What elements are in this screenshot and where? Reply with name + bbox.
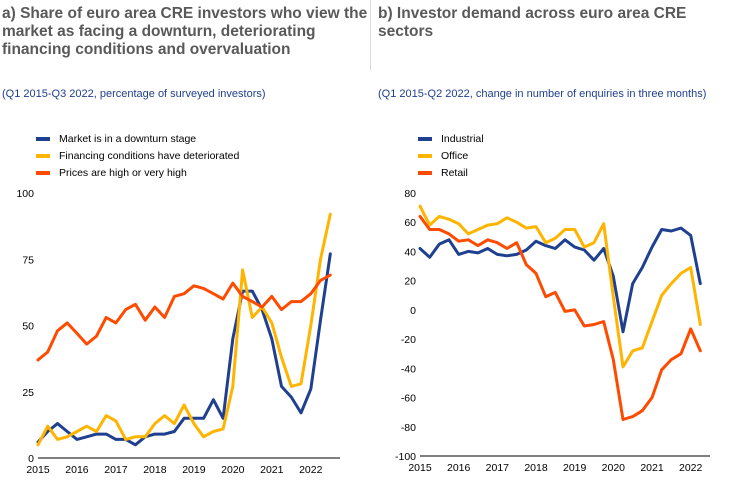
x-tick-label: 2022 [679, 462, 703, 474]
x-tick-label: 2020 [221, 464, 245, 476]
y-tick-label: 60 [404, 217, 416, 229]
legend-item: Prices are high or very high [36, 164, 239, 181]
legend-swatch [418, 136, 432, 141]
series-line [418, 214, 702, 421]
chart-title: a) Share of euro area CRE investors who … [2, 5, 368, 58]
x-tick-label: 2017 [104, 464, 128, 476]
legend-label: Financing conditions have deteriorated [59, 149, 240, 162]
x-tick-label: 2015 [26, 464, 50, 476]
legend-label: Retail [441, 166, 468, 179]
x-tick-label: 2015 [408, 462, 432, 474]
series-line [36, 273, 332, 362]
y-tick-label: 50 [22, 321, 34, 333]
x-tick-label: 2016 [447, 462, 471, 474]
x-tick-label: 2022 [299, 464, 323, 476]
y-tick-label: 20 [404, 276, 416, 288]
series-line [36, 252, 332, 447]
x-tick-label: 2018 [143, 464, 167, 476]
legend-swatch [36, 170, 50, 175]
legend-item: Industrial [418, 130, 484, 147]
y-tick-label: -20 [401, 334, 416, 346]
y-tick-label: 80 [404, 188, 416, 200]
y-tick-label: -40 [401, 363, 416, 375]
legend-item: Retail [418, 164, 484, 181]
chart-subtitle: (Q1 2015-Q3 2022, percentage of surveyed… [2, 88, 266, 100]
legend-label: Office [441, 149, 469, 162]
legend: Market is in a downturn stage Financing … [36, 130, 239, 181]
y-tick-label: -100 [395, 451, 416, 463]
legend-item: Financing conditions have deteriorated [36, 147, 239, 164]
series-line [36, 212, 332, 447]
y-tick-label: 40 [404, 246, 416, 258]
panel-a: a) Share of euro area CRE investors who … [2, 5, 368, 476]
x-tick-label: 2019 [182, 464, 206, 476]
chart-title: b) Investor demand across euro area CRE … [378, 5, 687, 40]
series-line [418, 226, 702, 334]
y-tick-label: 100 [16, 188, 34, 200]
x-tick-label: 2021 [260, 464, 284, 476]
legend-label: Market is in a downturn stage [59, 132, 197, 145]
legend-label: Prices are high or very high [59, 166, 187, 179]
y-tick-label: 0 [410, 305, 416, 317]
legend-item: Office [418, 147, 484, 164]
y-tick-label: 75 [22, 254, 34, 266]
x-tick-label: 2019 [563, 462, 587, 474]
legend-swatch [418, 153, 432, 158]
y-tick-label: 25 [22, 387, 34, 399]
chart-a-plot: 0 25 50 75 100 2015 2016 2017 2018 2019 2020 2021 20… [16, 188, 340, 476]
panel-divider [370, 0, 371, 70]
legend-swatch [36, 153, 50, 158]
legend-item: Market is in a downturn stage [36, 130, 239, 147]
x-tick-label: 2016 [65, 464, 89, 476]
legend-swatch [418, 170, 432, 175]
x-tick-label: 2020 [602, 462, 626, 474]
panel-b: b) Investor demand across euro area CRE … [372, 0, 744, 492]
x-tick-label: 2018 [524, 462, 548, 474]
legend-label: Industrial [441, 132, 484, 145]
series-line [418, 204, 702, 369]
y-tick-label: -80 [401, 422, 416, 434]
y-tick-label: 0 [28, 453, 34, 465]
legend: Industrial Office Retail [418, 130, 484, 181]
y-tick-label: -60 [401, 393, 416, 405]
legend-swatch [36, 136, 50, 141]
x-tick-label: 2021 [640, 462, 664, 474]
x-tick-label: 2017 [486, 462, 510, 474]
chart-subtitle: (Q1 2015-Q2 2022, change in number of en… [378, 88, 707, 100]
